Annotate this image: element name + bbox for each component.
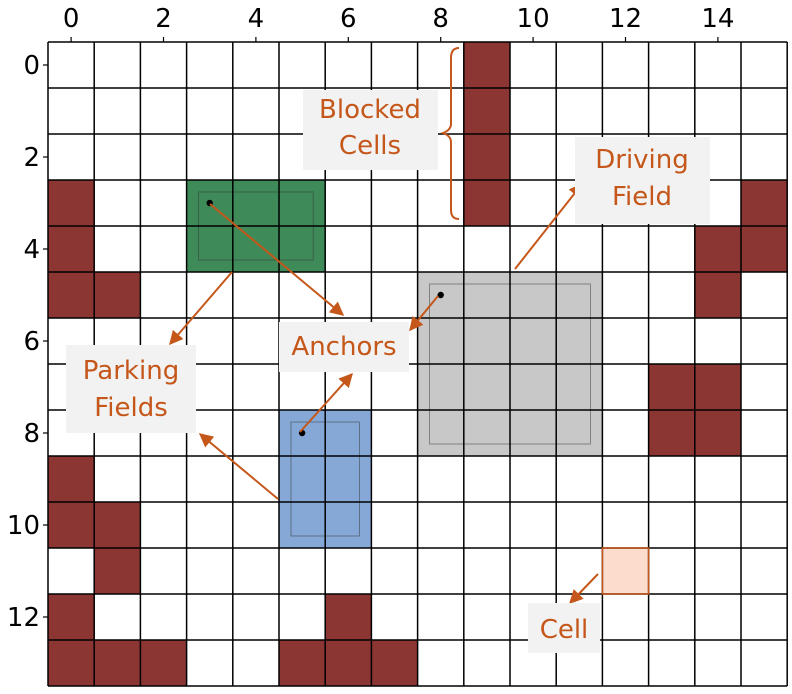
arrow-green-field-to-parking-label [169,271,233,346]
driving-field-label: Driving Field [575,137,710,224]
driving-field-label-line-1: Driving [595,145,689,175]
blocked-cell [48,180,95,226]
y-tick-label: 2 [23,143,40,173]
blocked-cell [279,640,326,686]
x-tick-label: 2 [155,4,172,34]
blocked-cell [48,272,95,318]
blocked-cell [94,272,141,318]
y-tick-label: 10 [7,511,40,541]
parking-fields-label-line-2: Fields [94,393,168,423]
blocked-cell [463,134,510,180]
cell-label-box [528,603,600,653]
arrow-cell-to-label [569,573,599,605]
blocked-cells-label-box [303,90,438,170]
parking-fields-label-line-1: Parking [83,356,179,386]
driving-field-label-line-2: Field [612,182,672,212]
blocked-cells-label-line-2: Cells [339,131,401,161]
x-tick-label: 4 [248,4,265,34]
arrow-anchor-blue-to-label [299,372,353,433]
y-tick-label: 6 [23,327,40,357]
parking-fields-label-box [66,345,196,433]
cell-label-text: Cell [540,615,589,645]
blocked-cell [94,640,141,686]
blocked-cell [48,640,95,686]
blocked-cell [94,502,141,548]
blocked-cells-brace [440,47,460,220]
blocked-cell [694,272,741,318]
x-tick-label: 6 [340,4,357,34]
blocked-cell [371,640,418,686]
y-tick-label: 8 [23,419,40,449]
blocked-cell [325,594,372,640]
highlighted-cell [602,548,649,594]
x-tick-label: 10 [517,4,550,34]
blocked-cell [648,410,695,456]
blocked-cell [463,42,510,88]
cell-label: Cell [528,603,600,653]
blocked-cell [94,548,141,594]
y-tick-label: 0 [23,51,40,81]
blocked-cell [48,502,95,548]
blocked-cell [48,594,95,640]
highlighted-cell-border [601,547,650,595]
blocked-cell [694,226,741,272]
parking-fields-label: Parking Fields [66,345,196,433]
y-tick-label: 12 [7,603,40,633]
blocked-cell [694,364,741,410]
blocked-cell [48,226,95,272]
blocked-cell [741,226,788,272]
anchors-label-text: Anchors [291,332,396,362]
arrow-blue-field-to-parking-label [198,433,279,500]
blocked-cell [48,456,95,502]
driving-field-gray-anchor-point [437,291,444,299]
blocked-cell [463,88,510,134]
x-tick-label: 14 [701,4,734,34]
arrow-anchor-gray-to-label [409,295,439,332]
driving-field-label-box [575,137,710,224]
anchors-label: Anchors [279,322,409,372]
blocked-cell [741,180,788,226]
anchors-label-box [279,322,409,372]
blocked-cells-label: Blocked Cells [303,90,438,170]
blocked-cell [648,364,695,410]
blocked-cell [140,640,187,686]
x-tick-label: 0 [63,4,80,34]
y-tick-label: 4 [23,235,40,265]
blocked-cell [694,410,741,456]
arrow-gray-field-to-driving-label [514,182,583,270]
x-tick-label: 8 [432,4,449,34]
blocked-cells-label-line-1: Blocked [319,95,421,125]
arrow-anchor-green-to-label [209,203,345,316]
x-tick-label: 12 [609,4,642,34]
blocked-cell [463,180,510,226]
blocked-cell [325,640,372,686]
